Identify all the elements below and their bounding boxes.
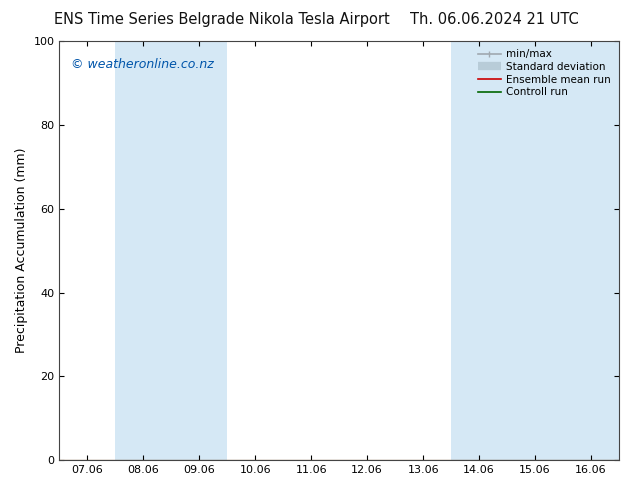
Text: © weatheronline.co.nz: © weatheronline.co.nz [70,58,214,71]
Y-axis label: Precipitation Accumulation (mm): Precipitation Accumulation (mm) [15,148,28,353]
Bar [451,41,563,460]
Bar [115,41,228,460]
Legend: min/max, Standard deviation, Ensemble mean run, Controll run: min/max, Standard deviation, Ensemble me… [475,46,614,100]
Bar [563,41,634,460]
Text: ENS Time Series Belgrade Nikola Tesla Airport: ENS Time Series Belgrade Nikola Tesla Ai… [54,12,390,27]
Text: Th. 06.06.2024 21 UTC: Th. 06.06.2024 21 UTC [410,12,579,27]
